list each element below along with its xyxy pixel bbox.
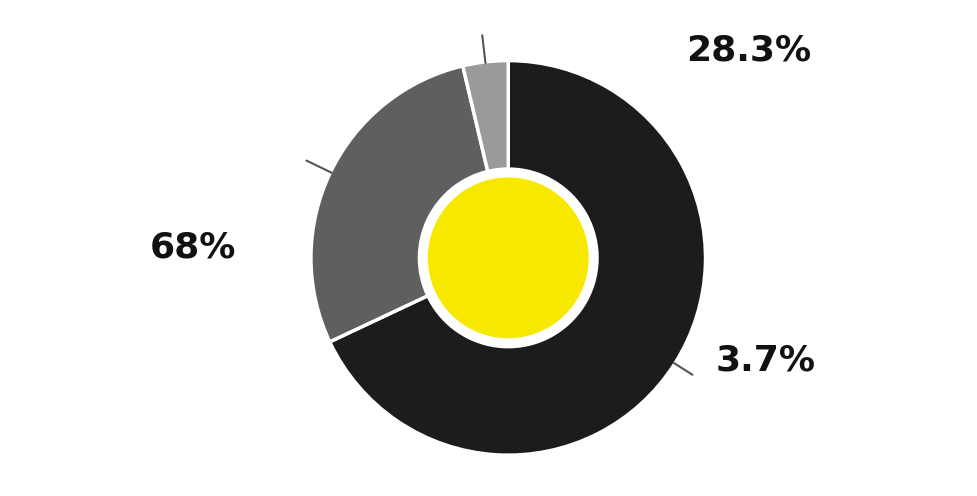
Wedge shape [311,66,488,342]
Wedge shape [329,61,705,455]
Wedge shape [463,61,508,172]
Text: 28.3%: 28.3% [686,34,811,68]
Text: 3.7%: 3.7% [715,343,816,377]
Circle shape [425,175,591,341]
Text: 68%: 68% [149,231,236,265]
